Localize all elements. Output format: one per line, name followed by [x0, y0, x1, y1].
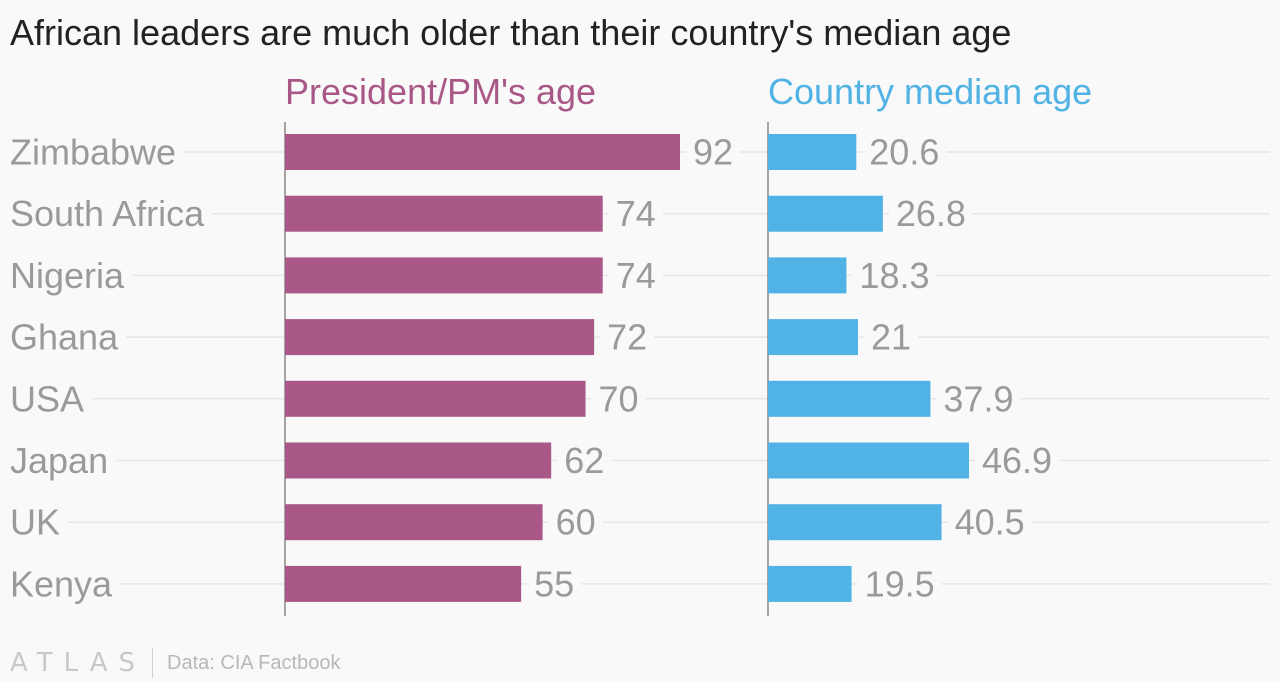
value-label: 92	[693, 132, 733, 173]
bar	[768, 380, 931, 417]
value-label: 19.5	[865, 563, 935, 604]
value-label-bg	[936, 378, 1021, 419]
category-label-bg	[4, 440, 117, 481]
bar	[768, 195, 883, 232]
chart-svg: Zimbabwe South Africa Nigeria Ghana USA Japan…	[4, 71, 1270, 616]
category-label: Ghana	[10, 317, 119, 358]
category-label-bg	[4, 132, 185, 172]
category-label-bg	[4, 317, 127, 358]
bar	[768, 134, 857, 170]
category-label-bg	[4, 378, 93, 419]
value-label-bg	[608, 255, 663, 296]
series-header: President/PM's age	[285, 71, 596, 112]
bar	[768, 319, 858, 356]
bar	[285, 195, 603, 232]
bar	[285, 565, 522, 602]
value-label: 46.9	[982, 440, 1052, 481]
category-label-bg	[4, 193, 213, 234]
bar	[285, 504, 543, 541]
bar	[285, 257, 603, 294]
chart-title: African leaders are much older than thei…	[10, 12, 1012, 53]
category-label: UK	[10, 502, 60, 543]
bar	[768, 565, 852, 602]
atlas-logo: ATLAS	[10, 648, 147, 678]
footer-divider	[152, 648, 154, 678]
category-label: Nigeria	[10, 255, 125, 296]
value-label-bg	[557, 440, 612, 481]
bar	[285, 380, 586, 417]
value-label-bg	[864, 317, 919, 358]
value-label-bg	[600, 317, 655, 358]
category-label: Japan	[10, 440, 108, 481]
value-label-bg	[888, 193, 973, 234]
category-label: Kenya	[10, 563, 113, 604]
value-label: 37.9	[943, 378, 1013, 419]
bar	[768, 257, 847, 294]
value-label-bg	[608, 193, 663, 234]
value-label-bg	[591, 378, 646, 419]
value-label: 18.3	[859, 255, 929, 296]
value-label-bg	[548, 502, 603, 543]
category-label-bg	[4, 502, 69, 543]
series-header: Country median age	[768, 71, 1092, 112]
source-note: Data: CIA Factbook	[167, 651, 341, 674]
value-label: 62	[564, 440, 604, 481]
bar	[768, 504, 942, 541]
value-label-bg	[852, 255, 937, 296]
bar	[285, 134, 680, 170]
value-label: 40.5	[955, 502, 1025, 543]
value-label: 21	[871, 317, 911, 358]
value-label: 72	[607, 317, 647, 358]
value-label: 60	[556, 502, 596, 543]
value-label: 74	[616, 193, 656, 234]
bar	[285, 442, 552, 479]
value-label: 74	[616, 255, 656, 296]
value-label: 20.6	[869, 132, 939, 173]
chart-footer: ATLAS Data: CIA Factbook	[10, 646, 340, 680]
category-label-bg	[4, 255, 133, 296]
value-label-bg	[857, 563, 942, 604]
category-label: South Africa	[10, 193, 205, 234]
value-label: 70	[599, 378, 639, 419]
value-label: 26.8	[896, 193, 966, 234]
value-label-bg	[527, 563, 582, 604]
value-label-bg	[947, 502, 1032, 543]
bar	[768, 442, 969, 479]
category-label: USA	[10, 378, 84, 419]
value-label-bg	[686, 132, 741, 172]
value-label-bg	[975, 440, 1060, 481]
category-label-bg	[4, 563, 121, 604]
category-label: Zimbabwe	[10, 132, 176, 173]
bar	[285, 319, 595, 356]
value-label-bg	[862, 132, 947, 172]
value-label: 55	[534, 563, 574, 604]
